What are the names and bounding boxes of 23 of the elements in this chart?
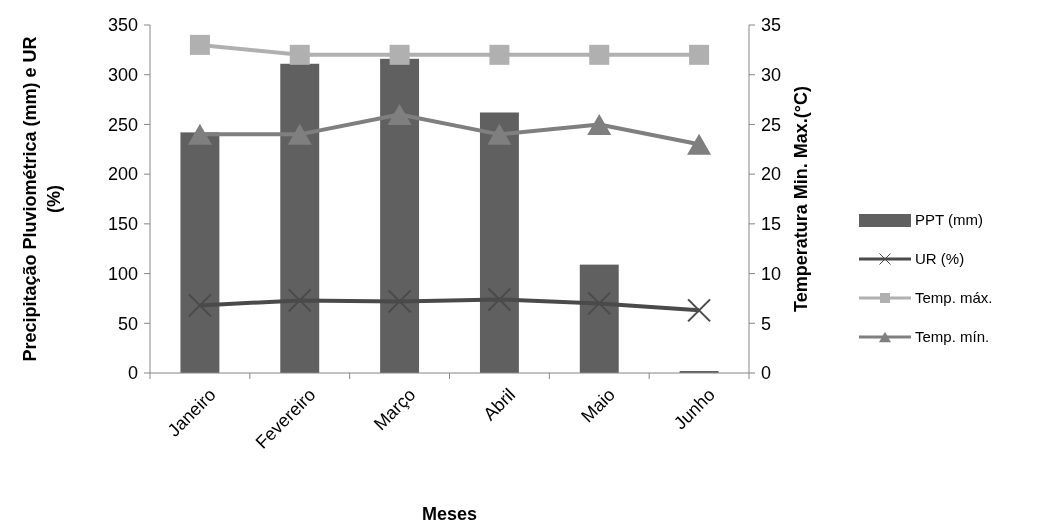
y2-tick-label: 25 [761,114,782,135]
y2-tick-label: 20 [761,164,782,185]
y-tick-label: 150 [107,214,138,235]
y2-tick-label: 35 [761,15,782,36]
x-axis-title: Meses [421,504,478,524]
legend-label: Temp. máx. [915,289,993,307]
y2-tick-label: 0 [761,363,772,384]
y-tick-label: 100 [107,263,138,284]
y2-tick-label: 5 [761,313,772,334]
y-axis-title: Precipitação Pluviométrica (mm) e UR (%) [20,36,64,362]
y-tick-label: 200 [107,164,138,185]
y-tick-label: 0 [127,363,138,384]
legend-label: UR (%) [915,250,965,268]
y2-tick-label: 10 [761,263,782,284]
y-tick-label: 350 [107,15,138,36]
legend-label: PPT (mm) [915,211,984,229]
y-tick-label: 50 [117,313,138,334]
legend-label: Temp. mín. [915,328,990,346]
y-tick-label: 250 [107,114,138,135]
y2-tick-label: 15 [761,214,782,235]
y2-tick-label: 30 [761,65,782,86]
y-tick-label: 300 [107,65,138,86]
y2-axis-title: Temperatura Min. Max.(°C) [791,86,811,312]
